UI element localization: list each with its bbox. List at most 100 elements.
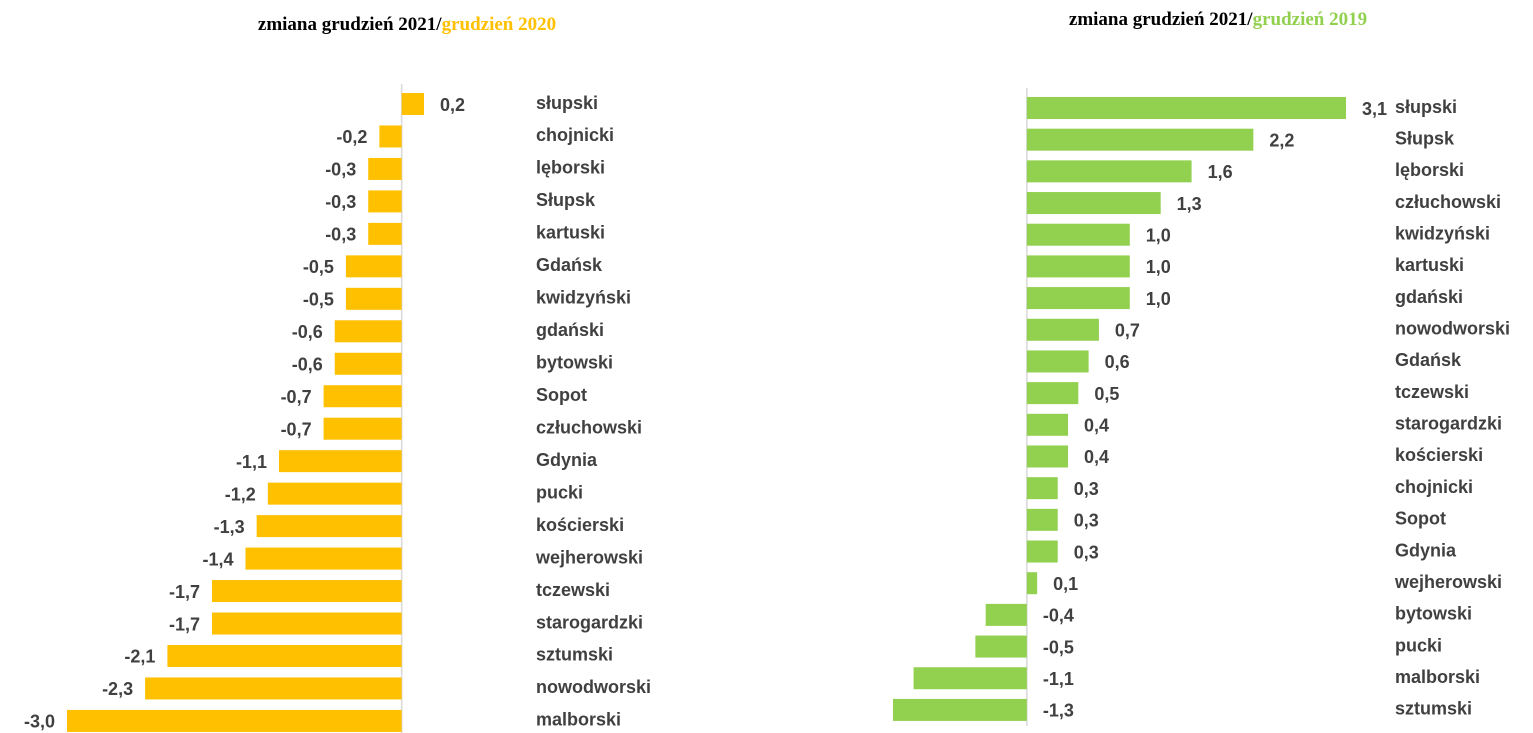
bar: [1026, 572, 1038, 595]
category-label: człuchowski: [536, 417, 642, 437]
value-label: 1,3: [1177, 194, 1202, 214]
bar: [245, 547, 402, 570]
bar: [145, 677, 402, 700]
value-label: -1,3: [214, 517, 245, 537]
category-label: starogardzki: [536, 612, 643, 632]
bar: [212, 580, 402, 603]
category-label: gdański: [1395, 287, 1463, 307]
value-label: 0,2: [440, 95, 465, 115]
value-label: -0,3: [325, 192, 356, 212]
bar: [1026, 223, 1130, 246]
category-label: słupski: [1395, 97, 1457, 117]
value-label: -0,3: [325, 160, 356, 180]
category-label: malborski: [536, 710, 621, 730]
category-label: gdański: [536, 320, 604, 340]
category-label: słupski: [536, 93, 598, 113]
bar: [323, 417, 402, 440]
category-label: bytowski: [1395, 604, 1472, 624]
category-label: nowodworski: [536, 677, 651, 697]
bar: [975, 635, 1027, 658]
category-label: kościerski: [1395, 445, 1483, 465]
bar: [1026, 382, 1079, 405]
category-label: Słupsk: [1395, 128, 1455, 148]
category-label: Sopot: [536, 385, 587, 405]
bar: [1026, 445, 1069, 468]
value-label: -1,1: [236, 452, 267, 472]
bar: [379, 125, 402, 148]
category-label: lęborski: [1395, 160, 1464, 180]
category-label: starogardzki: [1395, 414, 1502, 434]
bar: [985, 603, 1027, 626]
value-label: -0,5: [303, 290, 334, 310]
bar: [334, 320, 402, 343]
title-part: zmiana grudzień 2021/: [1069, 9, 1253, 30]
value-label: 0,7: [1115, 321, 1140, 341]
value-label: 0,3: [1074, 542, 1099, 562]
bar: [323, 385, 402, 408]
bar: [267, 482, 402, 505]
value-label: 0,3: [1074, 479, 1099, 499]
category-label: Słupsk: [536, 190, 596, 210]
category-label: kartuski: [536, 223, 605, 243]
category-label: sztumski: [536, 645, 613, 665]
bar: [345, 255, 402, 278]
bar: [401, 93, 424, 115]
value-label: 0,6: [1105, 352, 1130, 372]
category-label: chojnicki: [1395, 477, 1473, 497]
bar: [1026, 318, 1099, 341]
value-label: 2,2: [1269, 130, 1294, 150]
category-label: Gdańsk: [1395, 350, 1462, 370]
value-label: 1,0: [1146, 225, 1171, 245]
category-label: wejherowski: [1394, 572, 1502, 592]
bar: [334, 352, 402, 375]
category-label: Gdańsk: [536, 255, 603, 275]
category-label: człuchowski: [1395, 192, 1501, 212]
category-label: malborski: [1395, 667, 1480, 687]
value-label: -0,7: [281, 419, 312, 439]
bar: [167, 644, 402, 667]
category-label: kartuski: [1395, 255, 1464, 275]
value-label: 0,4: [1084, 447, 1109, 467]
title-part: grudzień 2019: [1253, 9, 1368, 30]
chart-title: zmiana grudzień 2021/grudzień 2020: [258, 14, 556, 35]
bar: [345, 287, 402, 310]
value-label: 3,1: [1362, 99, 1387, 119]
value-label: 0,1: [1053, 574, 1078, 594]
value-label: -1,3: [1043, 701, 1074, 721]
value-label: -0,6: [292, 322, 323, 342]
value-label: -3,0: [24, 712, 55, 732]
chart-title: zmiana grudzień 2021/grudzień 2019: [1069, 9, 1367, 30]
category-label: lęborski: [536, 158, 605, 178]
value-label: -1,7: [169, 582, 200, 602]
value-label: -1,2: [225, 484, 256, 504]
category-label: chojnicki: [536, 125, 614, 145]
value-label: -0,5: [303, 257, 334, 277]
category-label: bytowski: [536, 353, 613, 373]
category-label: kwidzyński: [536, 288, 631, 308]
value-label: -0,6: [292, 355, 323, 375]
bar: [1026, 287, 1130, 310]
category-label: pucki: [1395, 635, 1442, 655]
bar: [1026, 128, 1254, 151]
value-label: -0,2: [336, 127, 367, 147]
value-label: 1,0: [1146, 257, 1171, 277]
bar: [368, 222, 402, 245]
category-label: Gdynia: [536, 450, 598, 470]
value-label: 0,5: [1094, 384, 1119, 404]
bar: [212, 612, 402, 635]
bar: [893, 698, 1027, 721]
bar: [368, 157, 402, 180]
bar: [368, 190, 402, 213]
category-label: sztumski: [1395, 699, 1472, 719]
bar: [1026, 160, 1192, 183]
title-part: zmiana grudzień 2021/: [258, 14, 442, 35]
bar: [1026, 508, 1058, 531]
value-label: -1,4: [202, 549, 233, 569]
bar: [1026, 540, 1058, 563]
category-label: Sopot: [1395, 509, 1446, 529]
value-label: 1,6: [1208, 162, 1233, 182]
value-label: -0,7: [281, 387, 312, 407]
value-label: -2,1: [124, 647, 155, 667]
bar: [1026, 97, 1346, 119]
